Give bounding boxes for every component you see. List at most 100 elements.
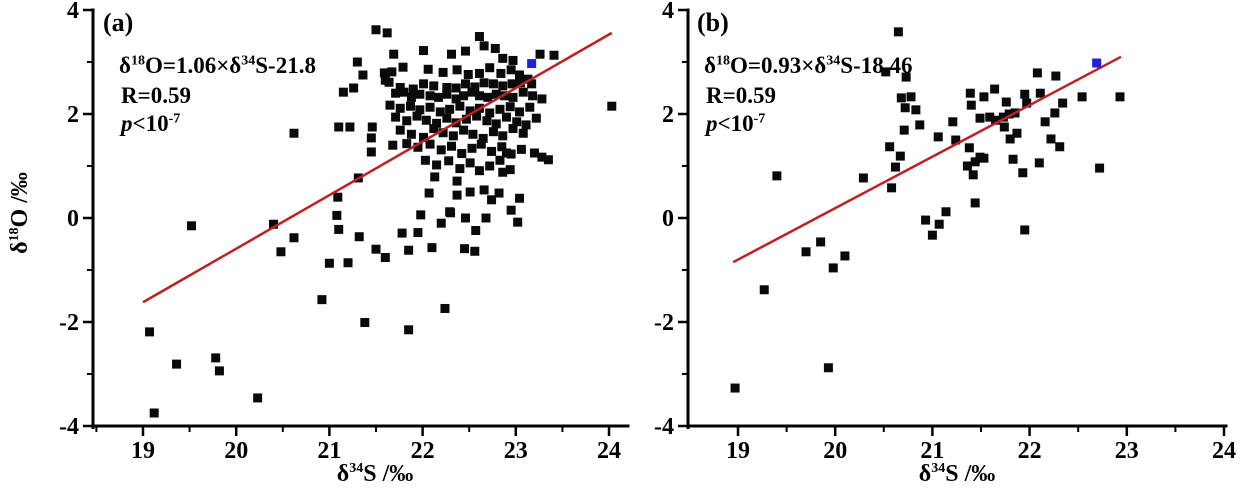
data-point: [491, 89, 501, 99]
data-point: [289, 233, 299, 243]
data-point: [402, 116, 412, 126]
data-point: [508, 55, 518, 65]
data-point: [528, 91, 538, 101]
data-point: [948, 117, 958, 127]
y-tick-label: -2: [654, 310, 674, 336]
data-point: [366, 133, 376, 143]
data-point: [921, 215, 931, 225]
data-point: [268, 219, 278, 229]
panel-b-r-value: R=0.59: [706, 83, 776, 108]
data-point: [399, 87, 409, 97]
panel-b-label: (b): [697, 8, 729, 37]
x-axis-title-a: δ34S /‰: [300, 461, 450, 487]
p-b-sup: -7: [753, 111, 766, 127]
data-point: [759, 285, 769, 295]
ylabel-rest: O /‰: [7, 172, 33, 228]
data-point: [501, 148, 511, 158]
data-point: [472, 111, 482, 121]
data-point: [338, 87, 348, 97]
data-point: [515, 193, 525, 203]
data-point: [446, 141, 456, 151]
data-point: [333, 192, 343, 202]
data-point: [360, 318, 370, 328]
data-point: [893, 27, 903, 37]
panel-b-equation: δ18O=0.93×δ34S-18.46: [704, 54, 912, 77]
data-point: [828, 263, 838, 273]
data-point: [438, 128, 448, 138]
data-point: [451, 94, 461, 104]
data-point: [354, 232, 364, 242]
data-point: [885, 142, 895, 152]
data-point: [391, 112, 401, 122]
data-point: [395, 82, 405, 92]
data-point: [975, 113, 985, 123]
y-tick-label: 4: [662, 0, 674, 24]
data-point: [506, 65, 516, 75]
equation-a-text: δ: [119, 53, 131, 78]
equation-a-mid: O=1.06×δ: [144, 53, 242, 78]
data-point: [494, 188, 504, 198]
data-point: [397, 228, 407, 238]
data-point: [1022, 98, 1032, 108]
data-point: [513, 217, 523, 227]
data-point: [911, 105, 921, 115]
data-point: [436, 145, 446, 155]
x-tick-label: 23: [1115, 438, 1139, 464]
data-point: [460, 79, 470, 89]
data-point: [1001, 97, 1011, 107]
data-point: [387, 67, 397, 77]
xlabel-b-rest: S /‰: [945, 461, 996, 487]
data-point: [498, 167, 508, 177]
data-point: [467, 87, 477, 97]
data-point: [890, 162, 900, 172]
data-point: [419, 132, 429, 142]
data-point: [1051, 71, 1061, 81]
data-point: [442, 113, 452, 123]
data-point: [1020, 89, 1030, 99]
data-point: [965, 88, 975, 98]
equation-b-sup2: 34: [826, 53, 841, 69]
data-point: [438, 67, 448, 77]
data-point: [985, 112, 995, 122]
data-point: [420, 155, 430, 165]
data-point: [1040, 117, 1050, 127]
data-point: [413, 228, 423, 238]
data-point: [446, 49, 456, 59]
data-point: [371, 244, 381, 254]
data-point: [395, 103, 405, 113]
data-point: [1034, 158, 1044, 168]
data-point: [881, 67, 891, 77]
data-point: [371, 25, 381, 35]
data-point: [406, 92, 416, 102]
data-point: [460, 244, 470, 254]
equation-a-sup2: 34: [241, 53, 256, 69]
panel-a-equation: δ18O=1.06×δ34S-21.8: [119, 54, 316, 77]
data-point: [451, 83, 461, 93]
data-point: [968, 170, 978, 180]
data-point: [289, 128, 299, 138]
highlighted-data-point: [527, 59, 537, 69]
xlabel-a-rest: S /‰: [363, 461, 414, 487]
data-point: [382, 28, 392, 38]
highlighted-data-point: [1092, 58, 1102, 68]
data-point: [1020, 225, 1030, 235]
data-point: [990, 84, 1000, 94]
data-point: [521, 120, 531, 130]
data-point: [901, 72, 911, 82]
data-point: [479, 41, 489, 51]
data-point: [358, 70, 368, 80]
y-tick-label: -2: [59, 310, 79, 336]
data-point: [460, 213, 470, 223]
data-point: [419, 46, 429, 56]
equation-b-mid: O=0.93×δ: [729, 53, 827, 78]
equation-b-end: S-18.46: [840, 53, 913, 78]
data-point: [962, 161, 972, 171]
data-point: [508, 124, 518, 134]
data-point: [488, 79, 498, 89]
data-point: [324, 258, 334, 268]
data-point: [607, 101, 617, 111]
data-point: [816, 237, 826, 247]
data-point: [515, 78, 525, 88]
data-point: [1058, 98, 1068, 108]
